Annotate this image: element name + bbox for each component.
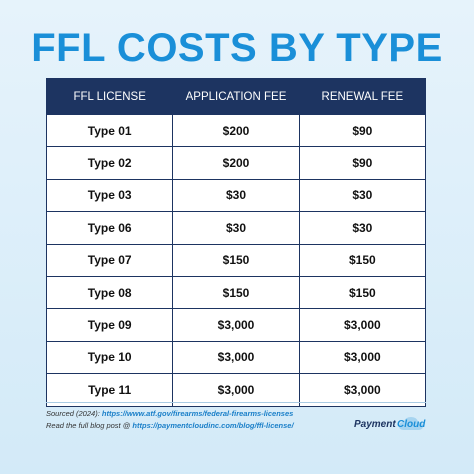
table-row: Type 07 $150 $150 xyxy=(45,243,427,277)
table-row: Type 10 $3,000 $3,000 xyxy=(45,340,427,375)
table-cell: Type 08 xyxy=(45,275,174,310)
table-cell: $30 xyxy=(172,178,300,213)
table-cell: $30 xyxy=(172,211,300,245)
blog-line: Read the full blog post @ https://paymen… xyxy=(46,421,294,430)
logo-cloud xyxy=(399,417,423,430)
table-cell: $3,000 xyxy=(172,308,300,342)
table-cell: Type 10 xyxy=(45,340,174,375)
table-cell: $3,000 xyxy=(298,340,427,375)
title: FFL COSTS BY TYPE xyxy=(31,26,443,70)
column-header: APPLICATION FEE xyxy=(172,78,300,115)
table-row: Type 09 $3,000 $3,000 xyxy=(45,308,427,342)
table-cell: $3,000 xyxy=(172,340,300,375)
table-body: Type 01 $200 $90 Type 02 $200 $90 Type 03 $30 $3… xyxy=(45,113,427,407)
table-cell: $200 xyxy=(172,146,300,180)
table-cell: $200 xyxy=(172,113,300,148)
table-cell: $30 xyxy=(298,178,427,213)
table-cell: Type 06 xyxy=(45,211,174,245)
table-cell: Type 07 xyxy=(45,243,174,277)
table-cell: $150 xyxy=(298,243,427,277)
table-cell: $150 xyxy=(172,243,300,277)
divider xyxy=(46,402,426,403)
table-cell: Type 02 xyxy=(45,146,174,180)
table-row: Type 01 $200 $90 xyxy=(45,113,427,148)
table-cell: Type 03 xyxy=(45,178,174,213)
column-header: FFL LICENSE xyxy=(45,78,174,115)
table-row: Type 03 $30 $30 xyxy=(45,178,427,213)
column-header: RENEWAL FEE xyxy=(298,78,427,115)
table-cell: Type 01 xyxy=(45,113,174,148)
logo: Payment Cloud xyxy=(354,417,426,430)
table-cell: $90 xyxy=(298,113,427,148)
table-row: Type 08 $150 $150 xyxy=(45,275,427,310)
table-row: Type 06 $30 $30 xyxy=(45,211,427,245)
table-cell: $3,000 xyxy=(298,373,427,407)
blog-label: Read the full blog post @ xyxy=(46,421,133,430)
fee-table: FFL LICENSE APPLICATION FEE RENEWAL FEE Ty… xyxy=(45,78,427,407)
table-cell: Type 11 xyxy=(45,373,174,407)
source-url[interactable]: https://www.atf.gov/firearms/federal-fir… xyxy=(101,409,294,418)
logo-word: Payment xyxy=(354,419,396,430)
table-cell: $90 xyxy=(298,146,427,180)
header-row: FFL LICENSE APPLICATION FEE RENEWAL FEE xyxy=(45,78,427,115)
table-cell: Type 09 xyxy=(45,308,174,342)
table-cell: $150 xyxy=(172,275,300,310)
blog-url[interactable]: https://paymentcloudinc.com/blog/ffl-lic… xyxy=(132,421,294,430)
table-row: Type 11 $3,000 $3,000 xyxy=(45,373,427,407)
source-line: Sourced (2024): https://www.atf.gov/fire… xyxy=(46,409,293,418)
source-label: Sourced (2024): xyxy=(46,409,102,418)
table-cell: $30 xyxy=(298,211,427,245)
table-cell: $3,000 xyxy=(298,308,427,342)
table-cell: $150 xyxy=(298,275,427,310)
table-row: Type 02 $200 $90 xyxy=(45,146,427,180)
logo-word: Cloud xyxy=(397,419,426,430)
